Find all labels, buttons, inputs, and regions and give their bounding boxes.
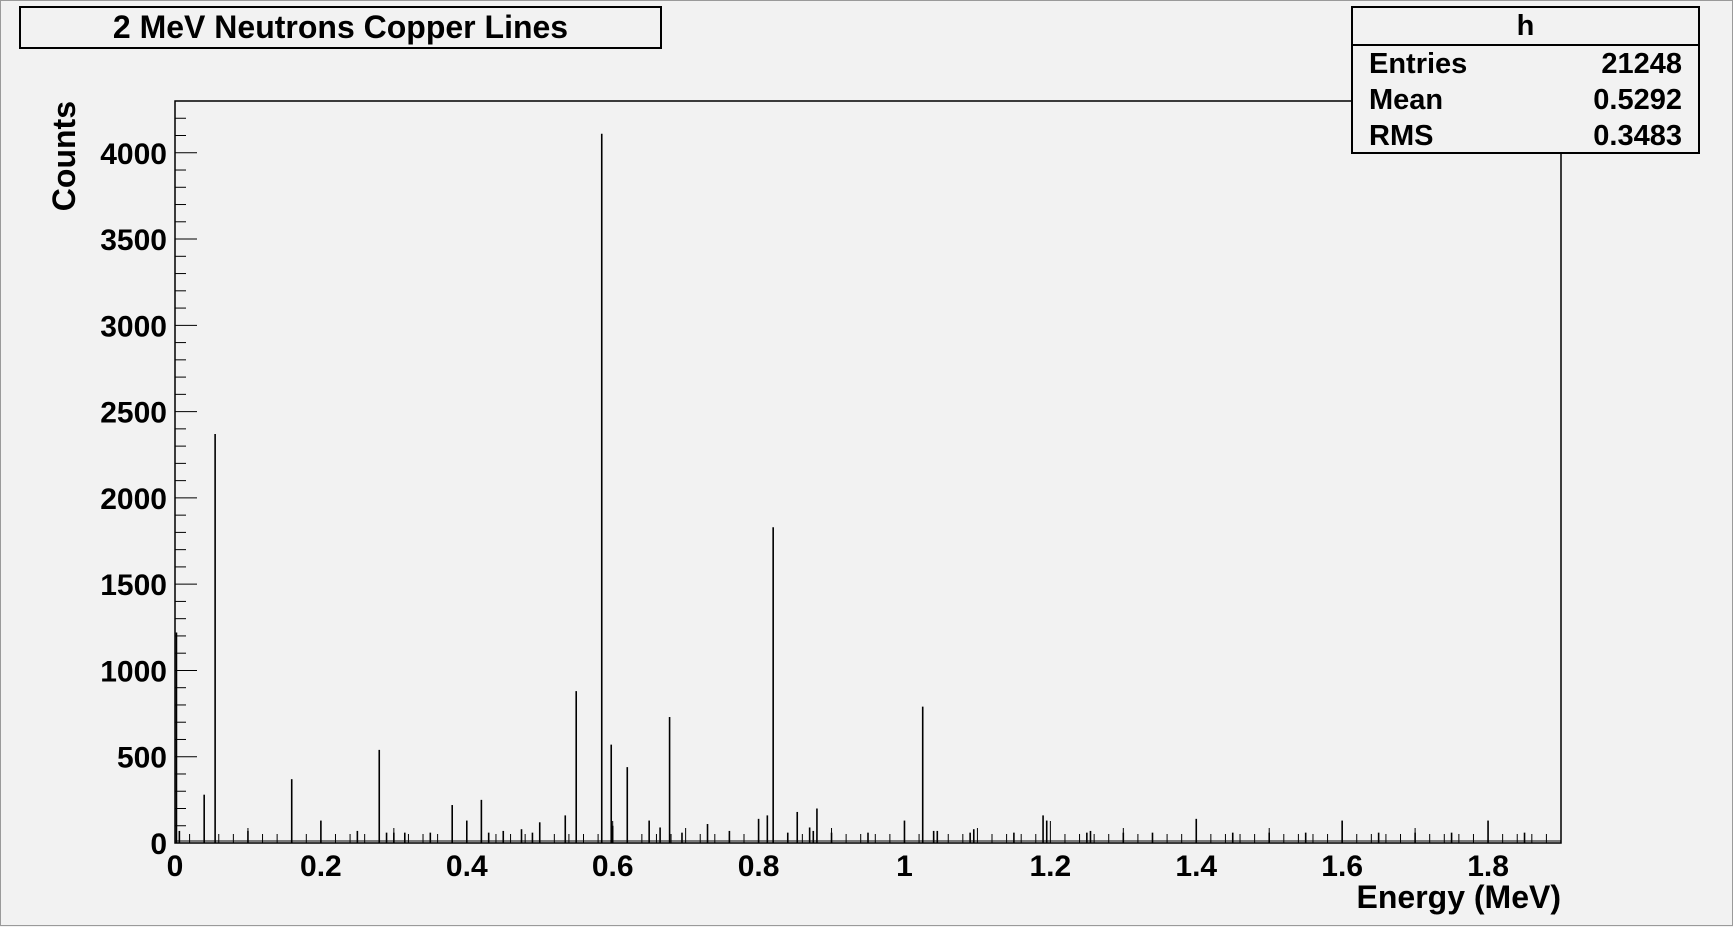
stats-histogram-name: h — [1353, 8, 1698, 46]
stats-row-mean: Mean 0.5292 — [1353, 82, 1698, 118]
stats-row-rms: RMS 0.3483 — [1353, 118, 1698, 154]
stats-value-entries: 21248 — [1601, 47, 1682, 80]
y-tick-label: 2000 — [100, 483, 167, 516]
y-axis-label: Counts — [46, 101, 82, 211]
x-tick-label: 0.8 — [738, 850, 780, 883]
y-tick-label: 2500 — [100, 397, 167, 430]
x-tick-label: 0 — [167, 850, 184, 883]
x-tick-label: 0.4 — [446, 850, 488, 883]
x-axis-label: Energy (MeV) — [1357, 879, 1561, 915]
y-tick-label: 1500 — [100, 569, 167, 602]
y-tick-label: 3000 — [100, 310, 167, 343]
y-tick-label: 0 — [150, 828, 167, 861]
stats-label-rms: RMS — [1369, 119, 1434, 152]
x-tick-label: 0.2 — [300, 850, 342, 883]
y-tick-label: 1000 — [100, 655, 167, 688]
x-tick-label: 1.6 — [1321, 850, 1363, 883]
x-tick-label: 0.6 — [592, 850, 634, 883]
x-tick-label: 1.2 — [1030, 850, 1072, 883]
stats-label-mean: Mean — [1369, 83, 1444, 116]
x-tick-label: 1.8 — [1467, 850, 1509, 883]
chart-title: 2 MeV Neutrons Copper Lines — [19, 6, 662, 49]
plot-frame — [174, 100, 1562, 844]
stats-value-rms: 0.3483 — [1593, 119, 1682, 152]
y-tick-label: 500 — [117, 742, 167, 775]
x-tick-label: 1.4 — [1175, 850, 1217, 883]
stats-row-entries: Entries 21248 — [1353, 46, 1698, 82]
stats-label-entries: Entries — [1369, 47, 1468, 80]
y-tick-label: 3500 — [100, 224, 167, 257]
y-tick-label: 4000 — [100, 138, 167, 171]
stats-box: h Entries 21248 Mean 0.5292 RMS 0.3483 — [1351, 6, 1700, 154]
stats-value-mean: 0.5292 — [1593, 83, 1682, 116]
x-tick-label: 1 — [896, 850, 913, 883]
